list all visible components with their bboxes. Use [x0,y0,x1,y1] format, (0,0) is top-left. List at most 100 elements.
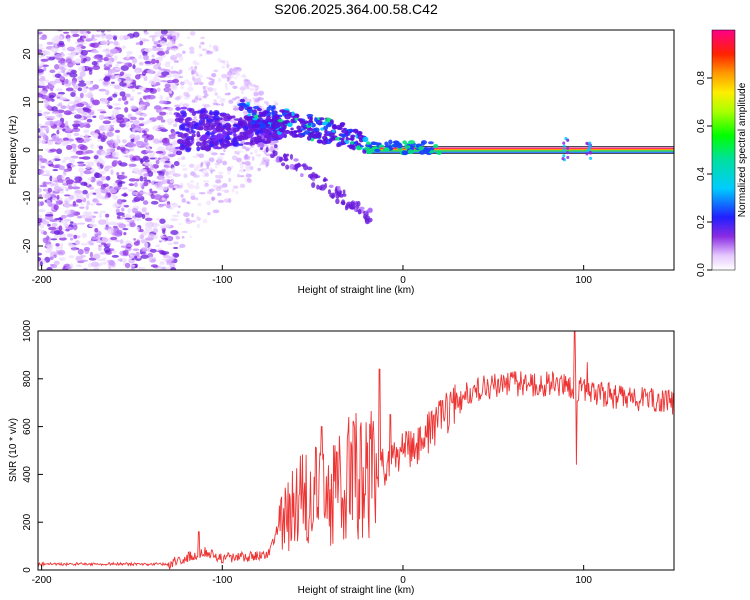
noise-blob [100,135,108,140]
noise-blob [98,244,103,247]
noise-blob [211,78,215,83]
noise-blob [38,74,42,78]
noise-blob [86,200,90,206]
noise-blob [164,238,169,241]
noise-blob [83,124,91,128]
noise-blob [38,160,42,167]
signal-blob [241,135,249,140]
chirp-upper-mark [357,134,365,140]
noise-blob [113,55,118,61]
noise-blob [125,83,133,87]
chirp-upper-mark [284,129,291,135]
chirp-upper-mark [319,117,325,121]
noise-blob [150,87,154,93]
noise-blob [200,36,205,40]
noise-blob [165,42,175,48]
noise-blob [162,229,166,234]
signal-blob [219,117,224,121]
noise-blob [152,138,160,144]
noise-blob [215,179,222,184]
signal-blob [186,142,193,147]
noise-blob [47,201,53,206]
noise-blob [138,61,144,66]
noise-blob [114,67,122,71]
noise-blob [229,80,235,86]
noise-blob [70,91,76,97]
snr-series-line [38,331,674,570]
noise-blob [221,73,228,79]
noise-blob [232,185,239,189]
tone-onset-mark [427,141,434,145]
signal-blob [174,117,181,123]
noise-blob [103,76,111,82]
noise-blob [73,181,82,184]
chirp-upper-mark [271,121,277,124]
noise-blob [110,169,114,176]
noise-blob [178,27,181,29]
noise-blob [70,143,77,149]
snr-panel: -200 -100 0 100 0 200 400 600 800 1000 Height of… [8,319,675,596]
noise-blob [38,93,44,98]
noise-blob [187,201,191,205]
spectrogram-y-tick-label: 10 [22,96,33,108]
chirp-upper-mark [260,123,267,129]
noise-blob [202,89,208,95]
noise-blob [208,44,212,48]
tone-streak-mark [566,155,570,160]
noise-blob [109,84,116,87]
noise-blob [124,62,133,67]
noise-blob [106,131,114,137]
tone-streak-mark [561,157,565,161]
chirp-upper-mark [324,128,328,134]
noise-blob [105,221,111,226]
noise-blob [207,212,211,216]
chirp-lower-mark [335,198,340,205]
noise-blob [66,46,76,52]
noise-blob [135,127,143,132]
noise-blob [169,94,173,98]
chirp-upper-mark [323,125,329,130]
noise-blob [152,45,157,49]
noise-blob [123,204,130,208]
noise-blob [73,46,82,52]
noise-blob [83,246,90,252]
noise-blob [194,185,200,190]
noise-blob [239,183,246,189]
noise-blob [204,172,210,177]
noise-blob [98,78,104,82]
chirp-upper-mark [250,120,256,125]
chirp-upper-mark [316,139,323,144]
noise-blob [217,185,224,189]
noise-blob [191,99,196,103]
noise-blob [116,215,121,219]
noise-blob [126,244,133,247]
noise-blob [171,84,178,91]
signal-blob [255,129,264,134]
chirp-lower-mark [280,162,286,167]
noise-blob [142,39,150,42]
noise-blob [157,204,164,208]
noise-blob [71,248,77,251]
noise-blob [106,148,115,153]
chirp-upper-mark [303,124,307,128]
noise-blob [121,95,127,101]
noise-blob [38,261,41,268]
chirp-lower-mark [312,178,316,182]
chirp-lower-mark [342,189,346,195]
noise-blob [187,184,195,190]
noise-blob [49,148,57,152]
noise-blob [75,199,83,203]
noise-blob [206,200,212,206]
noise-blob [59,67,67,71]
noise-blob [137,170,141,176]
chirp-lower-mark [355,201,359,206]
noise-blob [113,222,118,227]
colorbar-tick-label: 0.6 [696,119,707,133]
noise-blob [220,97,226,101]
noise-blob [185,217,190,222]
noise-blob [46,266,53,270]
noise-blob [109,248,115,252]
noise-blob [51,111,60,114]
noise-blob [116,172,120,177]
noise-blob [62,180,67,183]
